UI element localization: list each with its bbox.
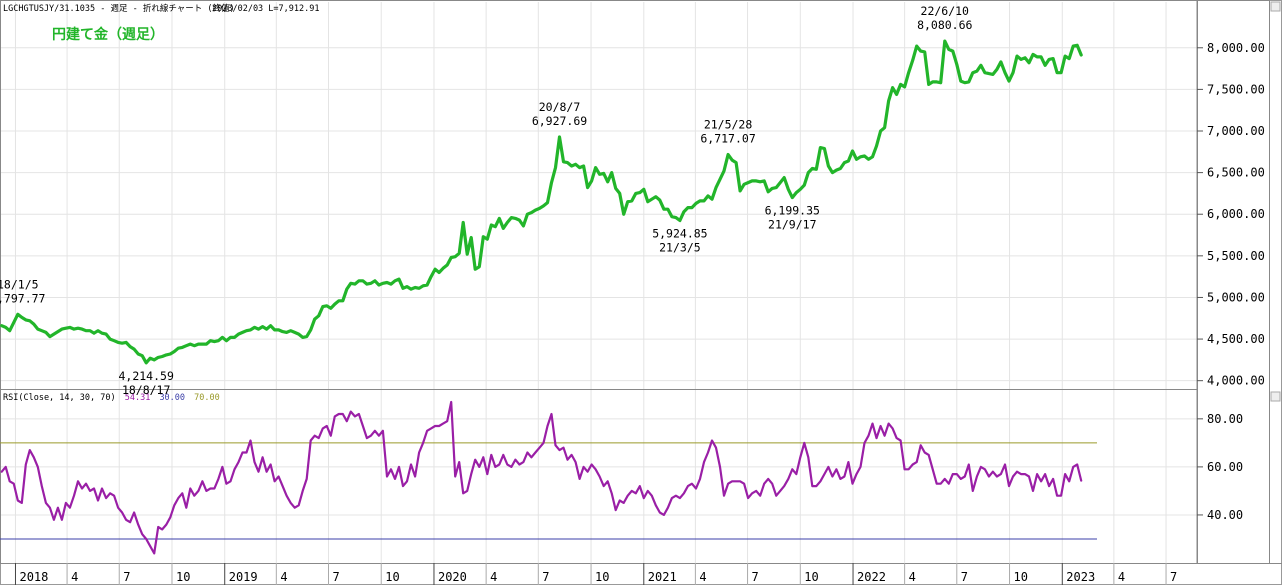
rsi-y-axis: 40.00 60.00 80.00 (1197, 412, 1243, 522)
price-tick-label: 7,000.00 (1207, 124, 1265, 138)
price-tick-label: 8,000.00 (1207, 41, 1265, 55)
header-date-value: 2023/02/03 L=7,912.91 (212, 4, 319, 14)
x-tick-label: 7 (961, 570, 968, 584)
annotation-label: 6,199.35 (765, 204, 820, 218)
annotation-label: 22/6/10 (921, 4, 970, 18)
rsi-tick-label: 80.00 (1207, 412, 1243, 426)
price-tick-label: 4,000.00 (1207, 374, 1265, 388)
x-tick-label: 2018 (19, 570, 48, 584)
rsi-legend: RSI(Close, 14, 30, 70) 54.31 30.00 70.00 (3, 393, 220, 403)
x-tick-label: 4 (699, 570, 706, 584)
x-tick-label: 2023 (1066, 570, 1095, 584)
annotation-label: 21/3/5 (659, 240, 701, 254)
rsi-tick-label: 40.00 (1207, 508, 1243, 522)
x-tick-label: 7 (1170, 570, 1177, 584)
x-tick-label: 10 (385, 570, 399, 584)
x-tick-label: 4 (71, 570, 78, 584)
x-tick-label: 4 (280, 570, 287, 584)
x-tick-label: 10 (1014, 570, 1028, 584)
x-tick-label: 7 (752, 570, 759, 584)
annotation-label: 8,080.66 (917, 18, 972, 32)
annotation-label: 5,924.85 (652, 226, 707, 240)
x-tick-label: 4 (909, 570, 916, 584)
x-tick-label: 7 (332, 570, 339, 584)
rsi-levels (0, 442, 1097, 540)
price-tick-label: 4,500.00 (1207, 332, 1265, 346)
x-tick-label: 2022 (857, 570, 886, 584)
rsi-panel-scroll-button[interactable] (1270, 391, 1281, 402)
annotation-label: 21/9/17 (768, 218, 817, 232)
annotation-label: 20/8/7 (539, 100, 581, 114)
annotation-label: 6,717.07 (700, 132, 755, 146)
x-tick-label: 7 (542, 570, 549, 584)
annotation-label: 18/1/5 (0, 277, 39, 291)
x-tick-label: 2021 (648, 570, 677, 584)
price-tick-label: 5,000.00 (1207, 290, 1265, 304)
x-tick-label: 10 (595, 570, 609, 584)
rsi-series (0, 400, 1083, 555)
price-tick-label: 5,500.00 (1207, 249, 1265, 263)
price-series (0, 39, 1083, 365)
x-tick-label: 2019 (229, 570, 258, 584)
rsi-gridlines (0, 418, 1197, 516)
rsi-legend-current: 54.31 (125, 393, 151, 403)
annotation-label: 18/8/17 (122, 383, 171, 397)
rsi-legend-params: RSI(Close, 14, 30, 70) (3, 393, 116, 403)
annotation-label: 4,797.77 (0, 291, 46, 305)
price-tick-label: 7,500.00 (1207, 82, 1265, 96)
price-y-axis: 4,000.00 4,500.00 5,000.00 5,500.00 6,000.00… (1197, 41, 1265, 388)
x-tick-label: 10 (176, 570, 190, 584)
rsi-line (0, 400, 1083, 555)
x-tick-label: 10 (804, 570, 818, 584)
annotation-label: 4,214.59 (118, 369, 173, 383)
annotation-label: 21/5/28 (704, 118, 753, 132)
rsi-legend-high: 70.00 (194, 393, 220, 403)
header-symbol: LGCHGTUSJY/31.1035 - 週足 - 折れ線チャート (終値) (3, 3, 235, 14)
price-line (0, 39, 1083, 365)
price-tick-label: 6,000.00 (1207, 207, 1265, 221)
annotation-label: 6,927.69 (532, 114, 587, 128)
rsi-legend-low: 30.00 (159, 393, 185, 403)
x-tick-label: 2020 (438, 570, 467, 584)
chart-title: 円建て金（週足） (52, 26, 164, 43)
x-tick-label: 7 (123, 570, 130, 584)
x-tick-label: 4 (1118, 570, 1125, 584)
x-tick-label: 4 (490, 570, 497, 584)
price-tick-label: 6,500.00 (1207, 166, 1265, 180)
price-panel-scroll-button[interactable] (1270, 1, 1281, 12)
x-axis: 2018 4 7 10 2019 4 7 10 2020 4 7 10 2021 4 7 10 2022 4 7 10… (14, 563, 1177, 585)
rsi-tick-label: 60.00 (1207, 460, 1243, 474)
